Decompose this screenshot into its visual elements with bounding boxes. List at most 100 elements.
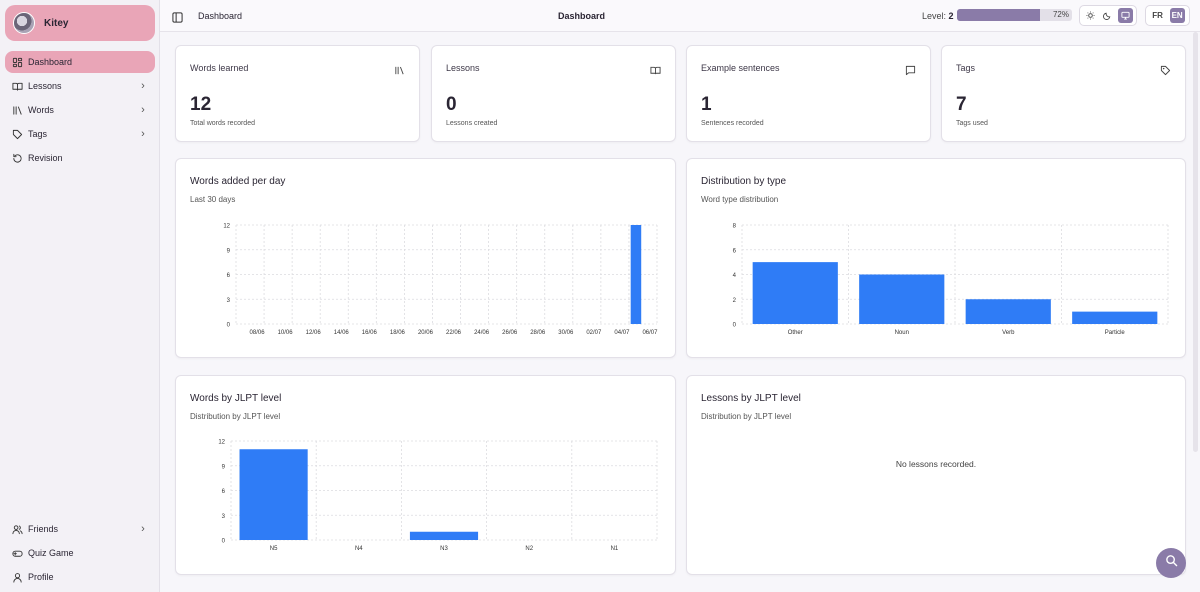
x-tick-label: N3 [440,546,448,552]
level-progress-bar: 72% [957,9,1072,21]
search-icon [1165,554,1178,572]
x-tick-label: Verb [1002,330,1015,336]
language-switcher: FR EN [1145,5,1190,26]
chart-subtitle: Distribution by JLPT level [701,412,792,421]
sidebar-item-dashboard[interactable]: Dashboard [5,51,155,73]
chart-card-jlpt-lessons: Lessons by JLPT level Distribution by JL… [686,375,1186,575]
x-tick-label: 06/07 [642,330,658,336]
sidebar-item-label: Revision [28,153,63,163]
words-per-day-chart: 0 3 6 9 12 08/06 10/06 12/06 14/06 16/06 18/06 20/0… [223,224,658,337]
lang-fr-button[interactable]: FR [1152,11,1163,20]
x-tick-label: Particle [1105,330,1126,336]
y-tick-label: 12 [218,440,225,446]
x-tick-label: 04/07 [614,330,630,336]
x-tick-label: 12/06 [306,330,322,336]
tag-icon [12,129,23,140]
sidebar-item-friends[interactable]: Friends › [5,518,155,540]
x-tick-label: 10/06 [278,330,294,336]
stat-title: Lessons [446,63,480,73]
stat-subtitle: Sentences recorded [701,120,764,127]
chart-bar[interactable] [239,449,308,540]
sidebar-toggle-icon[interactable] [172,10,183,23]
stat-value: 12 [190,94,212,115]
breadcrumb[interactable]: Dashboard [198,11,243,21]
x-tick-label: 22/06 [446,330,462,336]
stat-value: 0 [446,94,457,115]
tag-icon [1160,63,1171,76]
header: Dashboard Dashboard Level: 2 72% FR EN [160,0,1200,32]
avatar [13,12,35,34]
empty-state-message: No lessons recorded. [895,459,977,469]
sidebar-item-label: Quiz Game [28,548,74,558]
chart-bar[interactable] [965,299,1051,324]
stat-value: 1 [701,94,712,115]
sun-icon[interactable] [1083,8,1098,23]
chart-subtitle: Word type distribution [701,195,779,204]
chart-bar[interactable] [752,262,838,324]
y-tick-label: 9 [222,464,226,470]
lang-en-button[interactable]: EN [1169,8,1185,23]
sidebar-item-quiz-game[interactable]: Quiz Game [5,542,155,564]
chart-title: Distribution by type [701,176,787,187]
stat-card-words: Words learned 12 Total words recorded [175,45,420,142]
monitor-icon[interactable] [1117,8,1133,23]
stat-title: Tags [956,63,976,73]
sidebar-nav: Dashboard Lessons › Words › Tags › Revision [5,51,155,171]
chevron-right-icon: › [141,80,145,92]
user-name: Kitey [44,17,69,29]
y-tick-label: 9 [227,248,231,254]
stat-title: Words learned [190,63,249,73]
message-icon [905,63,916,76]
x-tick-label: 16/06 [362,330,378,336]
sidebar-item-label: Profile [28,572,54,582]
stat-card-sentences: Example sentences 1 Sentences recorded [686,45,931,142]
y-tick-label: 0 [733,323,737,329]
x-tick-label: 30/06 [558,330,574,336]
y-tick-label: 4 [733,273,737,279]
moon-icon[interactable] [1100,8,1115,23]
sidebar-item-words[interactable]: Words › [5,99,155,121]
stat-value: 7 [956,94,967,115]
y-tick-label: 6 [733,248,737,254]
chart-bar[interactable] [409,531,479,540]
x-tick-label: N2 [525,546,533,552]
y-tick-label: 6 [227,273,231,279]
x-tick-label: 18/06 [390,330,406,336]
x-tick-label: 02/07 [586,330,602,336]
x-tick-label: Other [788,330,803,336]
chart-subtitle: Distribution by JLPT level [190,412,281,421]
chart-bar[interactable] [859,274,945,325]
chevron-right-icon: › [141,523,145,535]
chart-card-words-per-day: Words added per day Last 30 days 0 3 6 9 12 0… [175,158,676,358]
stat-title: Example sentences [701,63,780,73]
dashboard-icon [12,57,23,68]
level-progress-fill [957,9,1040,21]
sidebar-item-lessons[interactable]: Lessons › [5,75,155,97]
user-card[interactable]: Kitey [5,5,155,41]
y-tick-label: 0 [227,323,231,329]
stat-subtitle: Lessons created [446,120,498,127]
chevron-right-icon: › [141,128,145,140]
sidebar-item-label: Lessons [28,81,62,91]
sidebar-item-revision[interactable]: Revision [5,147,155,169]
x-tick-label: 26/06 [502,330,518,336]
chart-bar[interactable] [630,225,642,324]
chart-subtitle: Last 30 days [190,195,236,204]
stat-subtitle: Total words recorded [190,120,255,127]
chevron-right-icon: › [141,104,145,116]
chart-bar[interactable] [1072,311,1158,324]
sidebar-item-profile[interactable]: Profile [5,566,155,588]
stat-card-tags: Tags 7 Tags used [941,45,1186,142]
sidebar-item-tags[interactable]: Tags › [5,123,155,145]
stat-card-lessons: Lessons 0 Lessons created [431,45,676,142]
x-tick-label: Noun [895,330,909,336]
search-button[interactable] [1156,548,1186,578]
x-tick-label: 28/06 [530,330,546,336]
sidebar-item-label: Words [28,105,54,115]
y-tick-label: 0 [222,539,226,545]
by-type-chart: 0 2 4 6 8 Other Noun Verb Particle [733,224,1169,336]
chart-title: Words by JLPT level [190,393,282,404]
library-icon [394,63,405,75]
page-title: Dashboard [557,11,605,21]
scrollbar[interactable] [1193,32,1198,452]
